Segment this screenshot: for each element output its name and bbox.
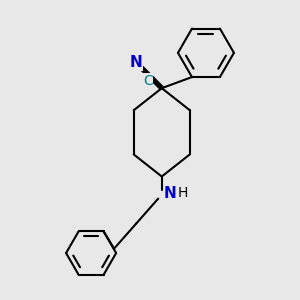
Text: C: C <box>143 74 153 88</box>
Text: N: N <box>130 55 142 70</box>
Text: H: H <box>177 186 188 200</box>
Text: N: N <box>164 186 176 201</box>
